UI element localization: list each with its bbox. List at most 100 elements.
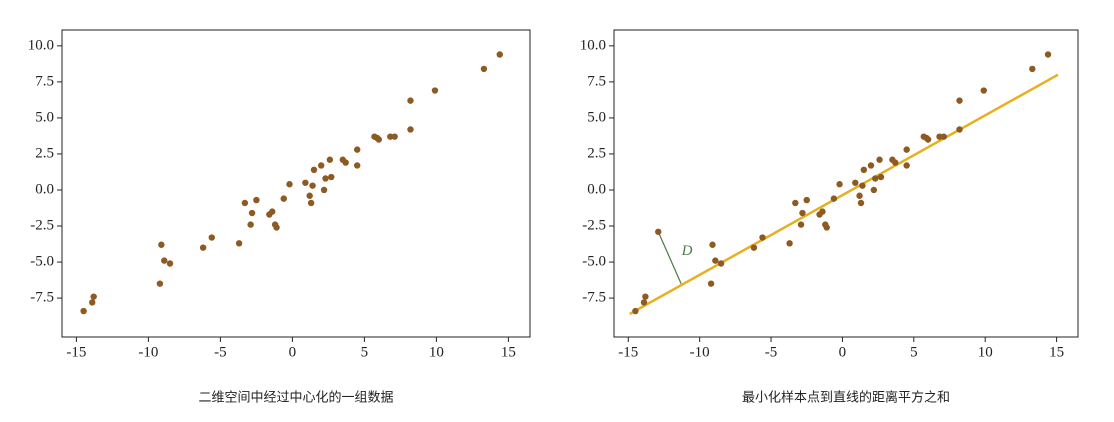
data-point xyxy=(322,175,329,182)
data-point xyxy=(89,299,96,306)
x-tick-label: 15 xyxy=(501,344,516,360)
data-point xyxy=(286,181,293,188)
data-point xyxy=(892,159,899,166)
x-tick-label: 10 xyxy=(429,344,444,360)
y-tick-label: 10.0 xyxy=(28,37,54,53)
data-point xyxy=(271,221,279,228)
data-point xyxy=(640,299,648,306)
x-tick-label: -15 xyxy=(66,344,86,360)
data-point xyxy=(717,260,725,267)
x-tick-label: 10 xyxy=(978,344,993,360)
y-tick-label: -5.0 xyxy=(30,253,54,269)
data-point xyxy=(431,87,439,94)
distance-label: D xyxy=(681,243,693,259)
data-point xyxy=(924,136,932,143)
y-tick-label: 2.5 xyxy=(587,145,606,161)
plot-frame xyxy=(613,29,1079,338)
data-point xyxy=(803,196,810,204)
caption: 最小化样本点到直线的距离平方之和 xyxy=(742,390,950,406)
y-tick-label: 2.5 xyxy=(35,145,54,161)
data-point xyxy=(480,65,488,73)
data-point xyxy=(391,133,398,140)
data-point xyxy=(903,146,910,153)
data-point xyxy=(269,208,276,215)
y-tick-label: -2.5 xyxy=(582,217,606,233)
data-point xyxy=(876,156,883,163)
caption: 二维空间中经过中心化的一组数据 xyxy=(198,390,393,406)
data-point xyxy=(867,162,875,169)
data-point xyxy=(859,182,866,189)
data-point xyxy=(759,234,766,241)
data-point xyxy=(856,192,863,199)
x-tick-label: -5 xyxy=(765,344,778,360)
data-point xyxy=(354,162,361,169)
y-tick-label: -7.5 xyxy=(30,290,54,306)
data-point xyxy=(342,159,349,166)
data-point xyxy=(326,156,334,163)
data-point xyxy=(80,307,87,315)
data-point xyxy=(307,199,315,207)
data-point xyxy=(280,195,287,202)
data-point xyxy=(166,260,174,267)
data-point xyxy=(860,166,868,174)
y-tick-label: -2.5 xyxy=(30,217,54,233)
data-point xyxy=(877,173,885,181)
chart-panel: -15 -10 -5 0 5 10 15 -7.5 -5.0 -2.5 0.0 2.5 5.0 7.5 10… xyxy=(28,29,531,406)
x-tick-label: 0 xyxy=(289,344,297,360)
data-point xyxy=(1044,51,1052,58)
y-tick-label: -5.0 xyxy=(582,253,606,269)
data-point xyxy=(208,234,215,241)
y-tick-label: 5.0 xyxy=(35,109,54,125)
y-tick-label: 0.0 xyxy=(35,181,54,197)
data-point xyxy=(822,221,829,228)
y-tick-label: 10.0 xyxy=(580,37,606,53)
data-point xyxy=(836,181,843,188)
fit-line xyxy=(629,73,1059,316)
y-tick-label: 7.5 xyxy=(587,73,606,89)
data-point xyxy=(496,51,503,58)
data-point xyxy=(302,179,309,186)
data-point xyxy=(241,199,249,207)
data-point xyxy=(632,307,639,315)
data-point xyxy=(235,240,243,247)
data-point xyxy=(199,244,207,251)
data-point xyxy=(161,257,168,264)
data-point xyxy=(870,186,878,194)
data-point xyxy=(375,136,382,143)
data-point xyxy=(407,97,414,104)
data-point xyxy=(309,182,316,189)
data-point xyxy=(310,166,318,174)
data-point xyxy=(707,280,715,287)
data-point xyxy=(253,196,260,204)
data-point xyxy=(956,126,963,133)
x-tick-label: 5 xyxy=(910,344,918,360)
chart-panel: -15 -10 -5 0 5 10 15 -7.5 -5.0 -2.5 0.0 2.5 5.0 7.5 10… xyxy=(580,29,1079,406)
data-point xyxy=(328,173,335,181)
data-point xyxy=(797,221,805,228)
data-point xyxy=(857,199,865,207)
data-point xyxy=(1029,65,1036,73)
data-point xyxy=(830,195,838,202)
x-tick-label: 5 xyxy=(361,344,369,360)
data-point xyxy=(320,186,328,194)
data-point xyxy=(980,87,987,94)
x-tick-label: 15 xyxy=(1049,344,1064,360)
data-point xyxy=(318,162,325,169)
data-point xyxy=(750,244,758,251)
data-point xyxy=(407,126,414,133)
data-point xyxy=(712,257,719,264)
x-tick-label: -5 xyxy=(214,344,227,360)
data-point xyxy=(354,146,361,153)
data-point xyxy=(852,179,859,186)
data-point xyxy=(709,241,716,248)
data-point xyxy=(903,162,910,169)
x-tick-label: -10 xyxy=(690,344,710,360)
data-point xyxy=(90,293,97,300)
data-point xyxy=(819,208,826,215)
y-tick-label: 5.0 xyxy=(587,109,606,125)
data-point xyxy=(786,240,793,247)
data-point xyxy=(158,241,165,248)
data-point xyxy=(306,192,313,199)
data-point xyxy=(247,221,254,228)
